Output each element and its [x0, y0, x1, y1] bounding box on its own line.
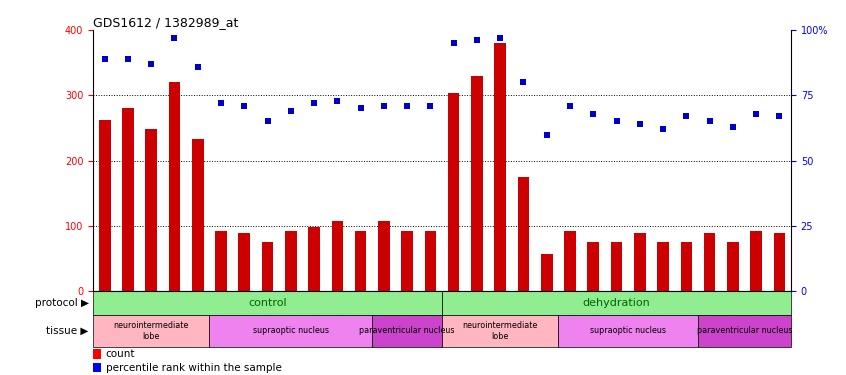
Point — [424, 103, 437, 109]
Bar — [354, 231, 366, 291]
Bar — [442, 291, 791, 315]
Point — [354, 105, 367, 111]
Bar — [401, 231, 413, 291]
Point — [540, 132, 553, 138]
Point — [633, 121, 646, 127]
Point — [517, 79, 530, 85]
Text: neurointermediate
lobe: neurointermediate lobe — [463, 321, 538, 340]
Bar — [704, 232, 716, 291]
Bar — [378, 222, 390, 291]
Point — [331, 98, 344, 104]
Point — [377, 103, 391, 109]
Bar — [122, 108, 134, 291]
Bar — [93, 291, 442, 315]
Point — [400, 103, 414, 109]
Point — [98, 56, 112, 62]
Text: supraoptic nucleus: supraoptic nucleus — [253, 327, 329, 336]
Point — [470, 38, 484, 44]
Point — [307, 100, 321, 106]
Point — [145, 61, 158, 67]
Bar — [372, 315, 442, 346]
Bar — [192, 139, 204, 291]
Bar — [698, 315, 791, 346]
Point — [284, 108, 298, 114]
Text: dehydration: dehydration — [583, 298, 651, 308]
Point — [563, 103, 577, 109]
Text: paraventricular nucleus: paraventricular nucleus — [697, 327, 792, 336]
Bar — [558, 315, 698, 346]
Point — [726, 124, 739, 130]
Point — [586, 111, 600, 117]
Bar — [93, 350, 102, 358]
Bar — [215, 231, 227, 291]
Bar — [308, 227, 320, 291]
Bar — [518, 177, 530, 291]
Point — [214, 100, 228, 106]
Bar — [332, 222, 343, 291]
Text: GDS1612 / 1382989_at: GDS1612 / 1382989_at — [93, 16, 239, 29]
Bar — [146, 129, 157, 291]
Text: control: control — [248, 298, 287, 308]
Bar — [494, 43, 506, 291]
Point — [750, 111, 763, 117]
Point — [679, 113, 693, 119]
Bar — [657, 242, 669, 291]
Bar — [261, 242, 273, 291]
Point — [261, 118, 274, 124]
Bar — [541, 254, 552, 291]
Point — [168, 35, 181, 41]
Point — [772, 113, 786, 119]
Point — [703, 118, 717, 124]
Bar — [442, 315, 558, 346]
Bar — [285, 231, 297, 291]
Bar — [93, 363, 102, 372]
Text: paraventricular nucleus: paraventricular nucleus — [360, 327, 455, 336]
Bar — [209, 315, 372, 346]
Point — [656, 126, 670, 132]
Point — [121, 56, 135, 62]
Bar — [99, 120, 111, 291]
Text: protocol ▶: protocol ▶ — [35, 298, 89, 308]
Bar — [239, 232, 250, 291]
Bar — [680, 242, 692, 291]
Bar — [471, 76, 483, 291]
Bar — [611, 242, 623, 291]
Bar — [564, 231, 576, 291]
Text: percentile rank within the sample: percentile rank within the sample — [106, 363, 282, 373]
Bar — [168, 82, 180, 291]
Point — [238, 103, 251, 109]
Bar — [750, 231, 762, 291]
Point — [191, 64, 205, 70]
Text: tissue ▶: tissue ▶ — [47, 326, 89, 336]
Bar — [773, 232, 785, 291]
Bar — [448, 93, 459, 291]
Bar — [634, 232, 645, 291]
Text: supraoptic nucleus: supraoptic nucleus — [591, 327, 666, 336]
Bar — [425, 231, 437, 291]
Bar — [727, 242, 739, 291]
Text: neurointermediate
lobe: neurointermediate lobe — [113, 321, 189, 340]
Point — [447, 40, 460, 46]
Text: count: count — [106, 349, 135, 359]
Bar — [93, 315, 210, 346]
Point — [610, 118, 624, 124]
Bar — [587, 242, 599, 291]
Point — [493, 35, 507, 41]
